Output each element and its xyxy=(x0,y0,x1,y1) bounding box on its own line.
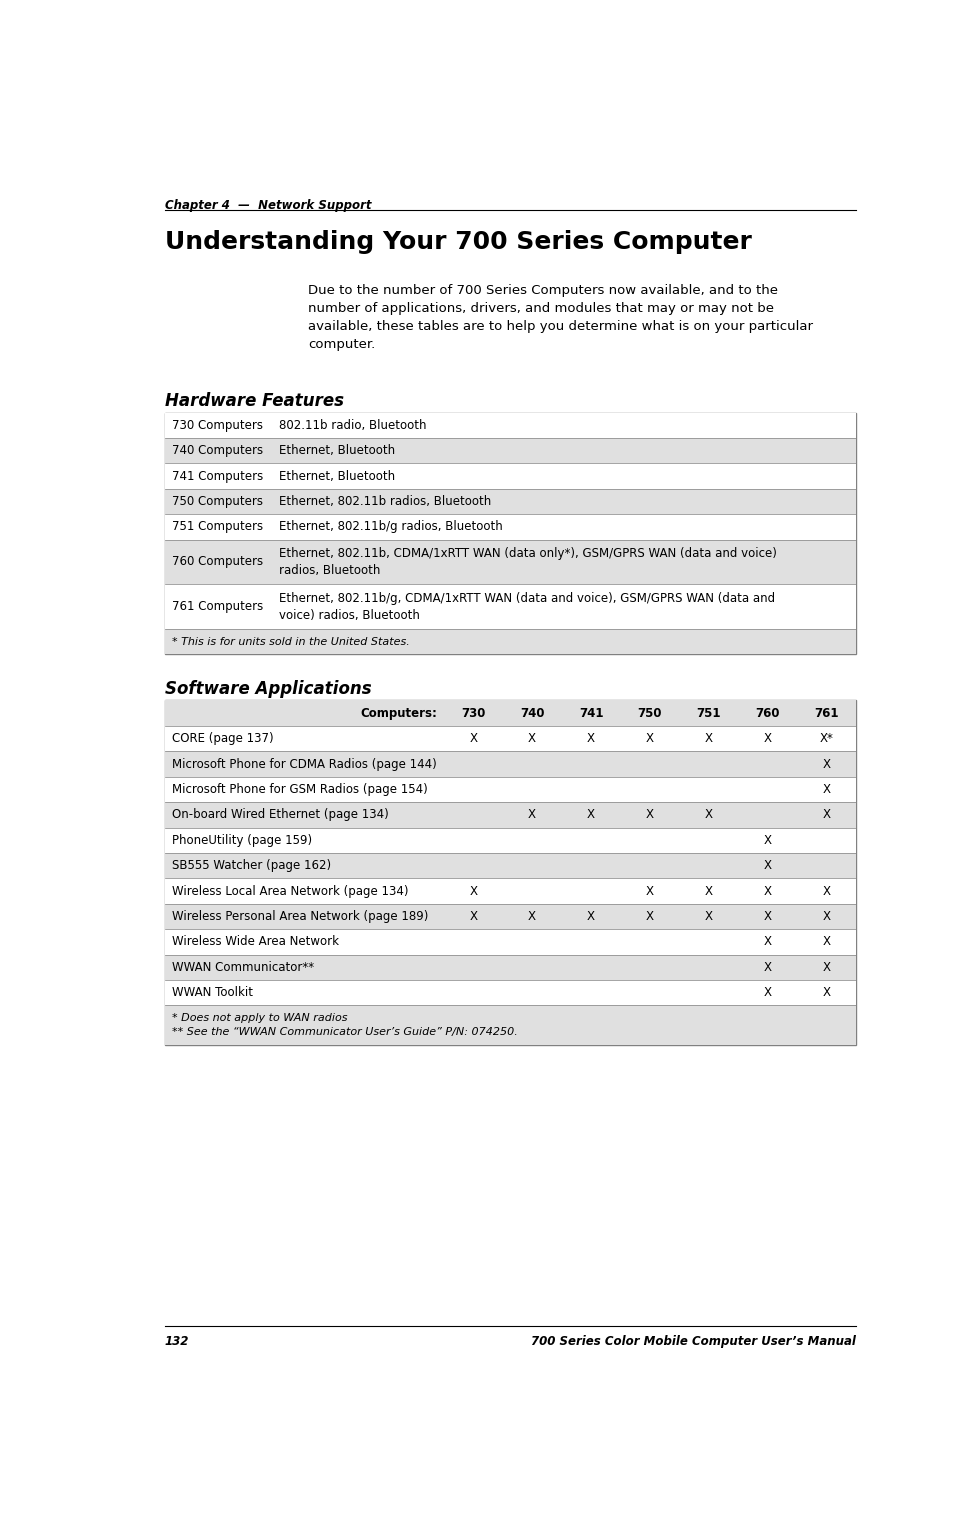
Text: X: X xyxy=(704,732,713,746)
Bar xyxy=(165,1006,856,1045)
Bar xyxy=(165,776,856,802)
Text: X: X xyxy=(646,910,654,924)
Text: 730 Computers: 730 Computers xyxy=(173,419,264,431)
Text: PhoneUtility (page 159): PhoneUtility (page 159) xyxy=(173,834,313,846)
Text: 750: 750 xyxy=(638,706,662,720)
Text: 740: 740 xyxy=(520,706,544,720)
Text: X*: X* xyxy=(820,732,833,746)
Text: 740 Computers: 740 Computers xyxy=(173,444,264,457)
Bar xyxy=(165,489,856,513)
Bar xyxy=(165,854,856,878)
Text: X: X xyxy=(823,884,830,898)
Bar xyxy=(165,463,856,489)
Text: Ethernet, 802.11b/g, CDMA/1xRTT WAN (data and voice), GSM/GPRS WAN (data and
voi: Ethernet, 802.11b/g, CDMA/1xRTT WAN (dat… xyxy=(279,591,776,621)
Bar xyxy=(165,878,856,904)
Text: 750 Computers: 750 Computers xyxy=(173,495,264,507)
Text: X: X xyxy=(764,732,772,746)
Text: Ethernet, 802.11b radios, Bluetooth: Ethernet, 802.11b radios, Bluetooth xyxy=(279,495,491,507)
Text: 761: 761 xyxy=(815,706,839,720)
Text: Wireless Personal Area Network (page 189): Wireless Personal Area Network (page 189… xyxy=(173,910,429,924)
Text: 132: 132 xyxy=(165,1335,190,1347)
Bar xyxy=(165,954,856,980)
Text: X: X xyxy=(764,962,772,974)
Bar xyxy=(165,726,856,752)
Bar xyxy=(165,413,856,437)
Text: Wireless Local Area Network (page 134): Wireless Local Area Network (page 134) xyxy=(173,884,409,898)
Text: 751 Computers: 751 Computers xyxy=(173,521,264,533)
Text: X: X xyxy=(823,808,830,822)
Text: X: X xyxy=(704,910,713,924)
Text: Microsoft Phone for CDMA Radios (page 144): Microsoft Phone for CDMA Radios (page 14… xyxy=(173,758,438,770)
Bar xyxy=(165,930,856,954)
Text: X: X xyxy=(587,910,595,924)
Text: X: X xyxy=(823,782,830,796)
Text: X: X xyxy=(529,910,536,924)
Text: 760 Computers: 760 Computers xyxy=(173,556,264,568)
Text: X: X xyxy=(587,732,595,746)
Text: X: X xyxy=(587,808,595,822)
Text: X: X xyxy=(823,936,830,948)
Bar xyxy=(165,980,856,1006)
Text: X: X xyxy=(469,884,477,898)
Text: Ethernet, 802.11b/g radios, Bluetooth: Ethernet, 802.11b/g radios, Bluetooth xyxy=(279,521,503,533)
Text: 700 Series Color Mobile Computer User’s Manual: 700 Series Color Mobile Computer User’s … xyxy=(531,1335,856,1347)
Bar xyxy=(165,802,856,828)
Text: X: X xyxy=(823,758,830,770)
Text: * Does not apply to WAN radios
** See the “WWAN Communicator User’s Guide” P/N: : * Does not apply to WAN radios ** See th… xyxy=(173,1013,518,1037)
Text: Chapter 4  —  Network Support: Chapter 4 — Network Support xyxy=(165,199,371,213)
Text: X: X xyxy=(646,732,654,746)
Text: SB555 Watcher (page 162): SB555 Watcher (page 162) xyxy=(173,860,331,872)
Text: Ethernet, Bluetooth: Ethernet, Bluetooth xyxy=(279,444,396,457)
Text: X: X xyxy=(764,910,772,924)
Text: Due to the number of 700 Series Computers now available, and to the
number of ap: Due to the number of 700 Series Computer… xyxy=(308,284,813,351)
Bar xyxy=(165,513,856,539)
Text: 751: 751 xyxy=(697,706,721,720)
Bar xyxy=(165,539,856,585)
Text: X: X xyxy=(646,808,654,822)
Text: Ethernet, 802.11b, CDMA/1xRTT WAN (data only*), GSM/GPRS WAN (data and voice)
ra: Ethernet, 802.11b, CDMA/1xRTT WAN (data … xyxy=(279,547,778,577)
Text: Microsoft Phone for GSM Radios (page 154): Microsoft Phone for GSM Radios (page 154… xyxy=(173,782,428,796)
Bar xyxy=(165,700,856,726)
Text: X: X xyxy=(823,910,830,924)
Text: Ethernet, Bluetooth: Ethernet, Bluetooth xyxy=(279,469,396,483)
Bar xyxy=(165,752,856,776)
Text: X: X xyxy=(704,884,713,898)
Text: Understanding Your 700 Series Computer: Understanding Your 700 Series Computer xyxy=(165,229,751,254)
Bar xyxy=(165,700,856,1045)
Bar xyxy=(165,629,856,655)
Text: Hardware Features: Hardware Features xyxy=(165,392,344,410)
Text: 761 Computers: 761 Computers xyxy=(173,600,264,614)
Text: X: X xyxy=(823,962,830,974)
Text: X: X xyxy=(764,936,772,948)
Text: X: X xyxy=(529,732,536,746)
Bar xyxy=(165,437,856,463)
Text: X: X xyxy=(764,884,772,898)
Text: * This is for units sold in the United States.: * This is for units sold in the United S… xyxy=(173,636,410,647)
Text: X: X xyxy=(469,910,477,924)
Text: X: X xyxy=(764,860,772,872)
Text: X: X xyxy=(529,808,536,822)
Text: WWAN Communicator**: WWAN Communicator** xyxy=(173,962,315,974)
Text: X: X xyxy=(646,884,654,898)
Bar xyxy=(165,585,856,629)
Text: X: X xyxy=(823,986,830,1000)
Text: X: X xyxy=(764,834,772,846)
Bar xyxy=(165,904,856,930)
Text: 730: 730 xyxy=(461,706,486,720)
Bar xyxy=(165,413,856,655)
Text: X: X xyxy=(469,732,477,746)
Text: 741: 741 xyxy=(578,706,603,720)
Text: X: X xyxy=(764,986,772,1000)
Text: 760: 760 xyxy=(755,706,780,720)
Text: 802.11b radio, Bluetooth: 802.11b radio, Bluetooth xyxy=(279,419,427,431)
Bar xyxy=(165,828,856,854)
Text: Computers:: Computers: xyxy=(361,706,438,720)
Text: 741 Computers: 741 Computers xyxy=(173,469,264,483)
Text: Software Applications: Software Applications xyxy=(165,679,371,697)
Text: X: X xyxy=(704,808,713,822)
Text: WWAN Toolkit: WWAN Toolkit xyxy=(173,986,253,1000)
Text: On-board Wired Ethernet (page 134): On-board Wired Ethernet (page 134) xyxy=(173,808,389,822)
Text: CORE (page 137): CORE (page 137) xyxy=(173,732,275,746)
Text: Wireless Wide Area Network: Wireless Wide Area Network xyxy=(173,936,339,948)
